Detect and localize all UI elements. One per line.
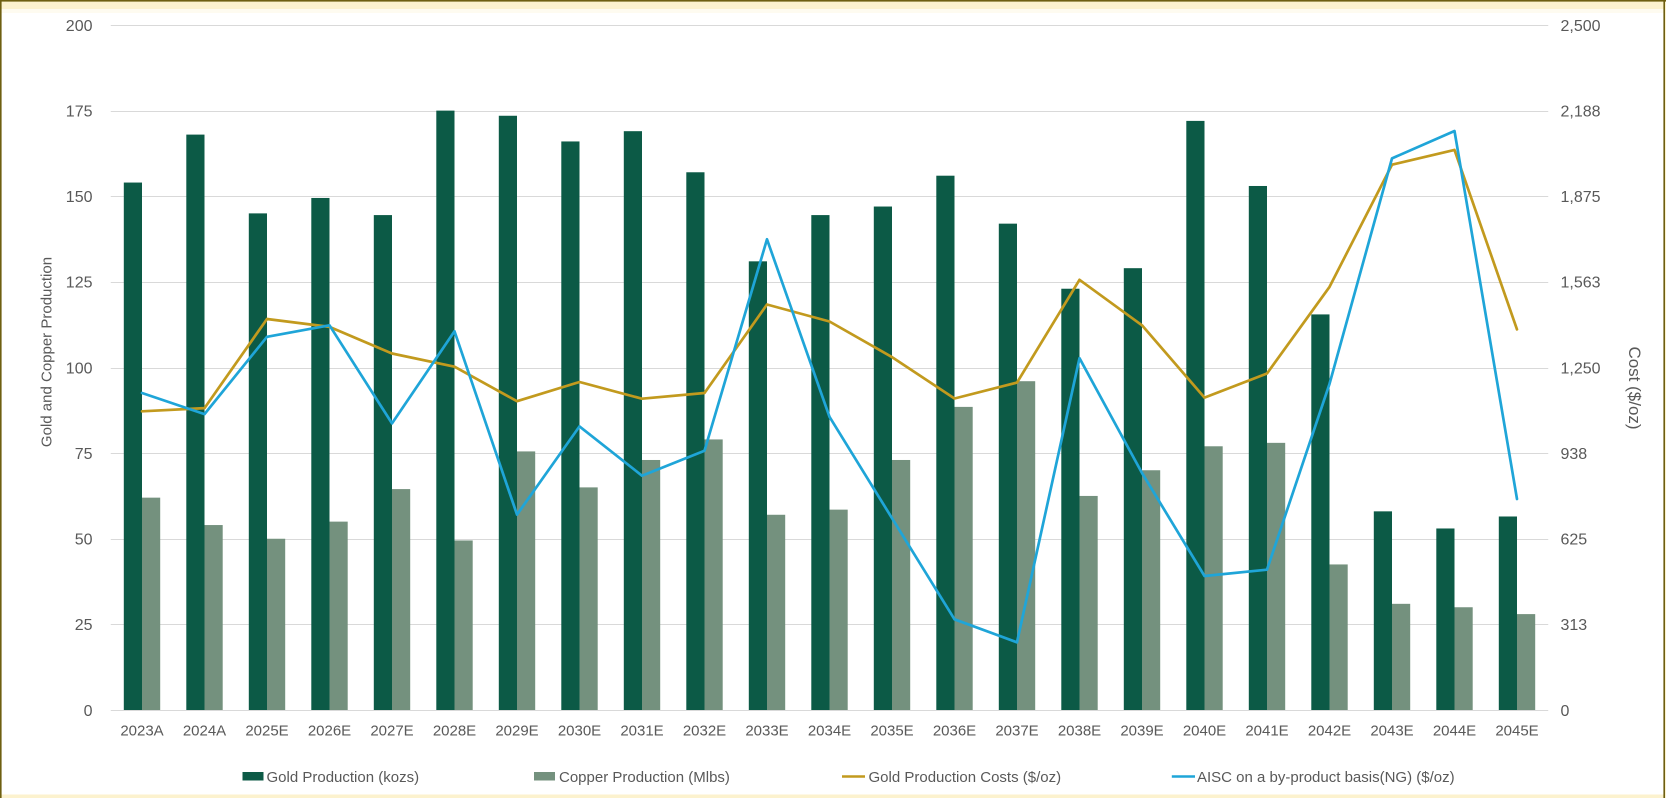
svg-text:2043E: 2043E bbox=[1370, 723, 1413, 740]
svg-text:50: 50 bbox=[75, 532, 93, 549]
svg-text:2029E: 2029E bbox=[495, 723, 538, 740]
svg-text:2,188: 2,188 bbox=[1561, 103, 1601, 120]
svg-text:100: 100 bbox=[66, 360, 93, 377]
svg-text:1,563: 1,563 bbox=[1561, 275, 1601, 292]
svg-text:Gold Production Costs ($/oz): Gold Production Costs ($/oz) bbox=[869, 769, 1062, 786]
svg-text:125: 125 bbox=[66, 275, 93, 292]
svg-text:2037E: 2037E bbox=[995, 723, 1038, 740]
svg-text:938: 938 bbox=[1561, 446, 1588, 463]
svg-text:625: 625 bbox=[1561, 532, 1588, 549]
svg-text:2040E: 2040E bbox=[1183, 723, 1226, 740]
svg-text:Gold Production (kozs): Gold Production (kozs) bbox=[267, 769, 420, 786]
svg-text:2028E: 2028E bbox=[433, 723, 476, 740]
svg-text:2027E: 2027E bbox=[370, 723, 413, 740]
svg-text:Cost ($/oz): Cost ($/oz) bbox=[1625, 346, 1644, 429]
svg-text:2032E: 2032E bbox=[683, 723, 726, 740]
svg-text:313: 313 bbox=[1561, 617, 1588, 634]
svg-text:0: 0 bbox=[1561, 703, 1570, 720]
svg-text:2030E: 2030E bbox=[558, 723, 601, 740]
svg-text:2036E: 2036E bbox=[933, 723, 976, 740]
svg-text:2044E: 2044E bbox=[1433, 723, 1476, 740]
svg-text:1,875: 1,875 bbox=[1561, 189, 1601, 206]
svg-text:1,250: 1,250 bbox=[1561, 360, 1601, 377]
svg-text:2042E: 2042E bbox=[1308, 723, 1351, 740]
svg-text:2031E: 2031E bbox=[620, 723, 663, 740]
svg-text:2026E: 2026E bbox=[308, 723, 351, 740]
svg-text:2035E: 2035E bbox=[870, 723, 913, 740]
svg-text:2041E: 2041E bbox=[1245, 723, 1288, 740]
svg-text:2038E: 2038E bbox=[1058, 723, 1101, 740]
svg-text:2,500: 2,500 bbox=[1561, 18, 1601, 35]
svg-text:25: 25 bbox=[75, 617, 93, 634]
svg-text:2024A: 2024A bbox=[183, 723, 226, 740]
svg-text:2034E: 2034E bbox=[808, 723, 851, 740]
svg-text:2025E: 2025E bbox=[245, 723, 288, 740]
svg-text:75: 75 bbox=[75, 446, 93, 463]
svg-text:200: 200 bbox=[66, 18, 93, 35]
svg-text:AISC on a by-product basis(NG): AISC on a by-product basis(NG) ($/oz) bbox=[1197, 769, 1455, 786]
svg-text:2023A: 2023A bbox=[120, 723, 163, 740]
svg-text:2039E: 2039E bbox=[1120, 723, 1163, 740]
svg-text:150: 150 bbox=[66, 189, 93, 206]
svg-text:175: 175 bbox=[66, 103, 93, 120]
svg-text:0: 0 bbox=[84, 703, 93, 720]
svg-text:2045E: 2045E bbox=[1495, 723, 1538, 740]
svg-text:Copper Production (Mlbs): Copper Production (Mlbs) bbox=[559, 769, 730, 786]
svg-text:2033E: 2033E bbox=[745, 723, 788, 740]
svg-text:Gold and Copper Production: Gold and Copper Production bbox=[39, 257, 56, 447]
